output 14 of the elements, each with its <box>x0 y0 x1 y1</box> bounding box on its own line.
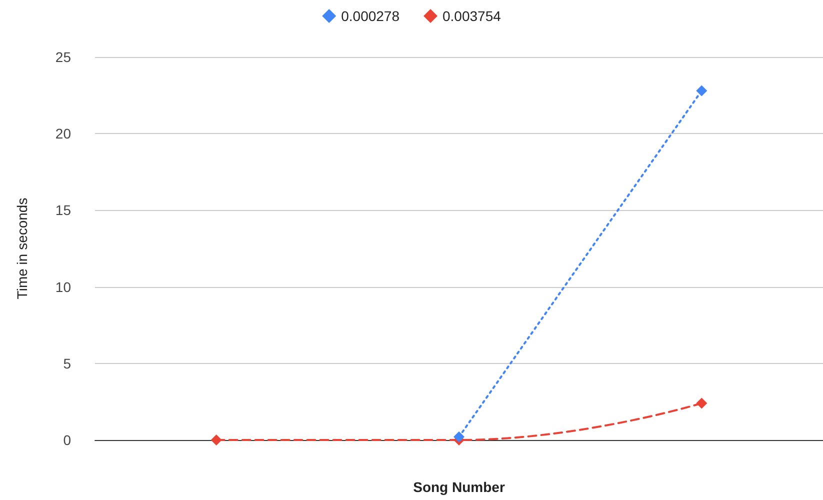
y-tick-label: 20 <box>55 126 72 142</box>
y-tick-label: 25 <box>55 49 72 65</box>
y-tick-label: 10 <box>55 278 72 295</box>
y-axis-title: Time in seconds <box>14 198 30 300</box>
point <box>696 398 708 409</box>
point <box>696 85 708 96</box>
point <box>210 434 222 446</box>
y-tick-label: 15 <box>55 202 72 218</box>
y-tick-label: 5 <box>63 355 72 372</box>
x-axis-title: Song Number <box>413 479 506 495</box>
point <box>454 431 464 442</box>
legend-label: 0.003754 <box>442 8 502 24</box>
y-tick-label: 0 <box>63 432 72 448</box>
legend-label: 0.000278 <box>341 8 400 24</box>
